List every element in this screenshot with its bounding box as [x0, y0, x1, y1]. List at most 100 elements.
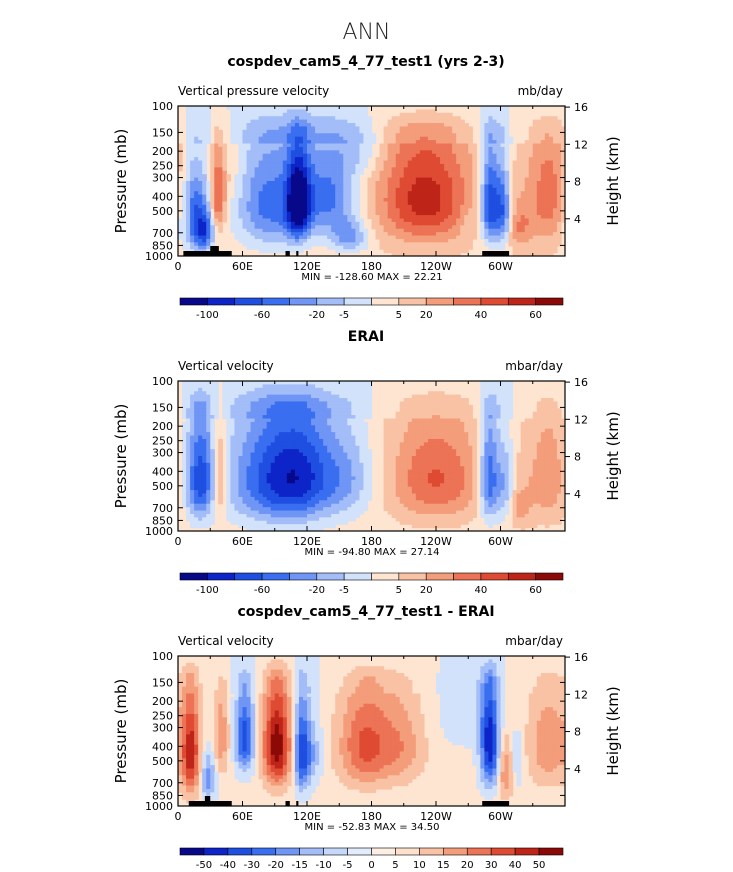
field-cell — [206, 225, 211, 230]
field-cell — [500, 391, 506, 396]
field-cell — [186, 428, 191, 433]
colorbar-bin — [453, 297, 482, 306]
field-cell — [270, 170, 276, 175]
field-cell — [355, 425, 361, 430]
field-cell — [492, 432, 498, 437]
field-cell — [194, 208, 199, 213]
field-cell — [286, 174, 292, 179]
field-cell — [387, 129, 393, 134]
field-cell — [464, 432, 469, 437]
field-cell — [186, 136, 191, 141]
field-cell — [202, 140, 207, 145]
field-cell — [456, 411, 461, 416]
field-cell — [427, 404, 433, 409]
field-cell — [436, 438, 441, 443]
field-cell — [250, 428, 256, 433]
field-cell — [383, 438, 389, 443]
field-cell — [552, 146, 558, 151]
field-cell — [186, 391, 191, 396]
field-cell — [456, 143, 461, 148]
field-cell — [544, 181, 550, 186]
field-cell — [278, 116, 284, 121]
field-cell — [411, 415, 417, 420]
field-cell — [258, 225, 264, 230]
field-cell — [262, 418, 268, 423]
field-cell — [452, 146, 457, 151]
field-cell — [298, 140, 304, 145]
field-cell — [339, 408, 344, 413]
field-cell — [552, 174, 558, 179]
field-cell — [419, 157, 425, 162]
field-cell — [395, 245, 401, 250]
field-cell — [343, 211, 348, 216]
field-cell — [504, 187, 510, 192]
field-cell — [278, 432, 284, 437]
field-cell — [496, 150, 502, 155]
field-cell — [226, 435, 232, 440]
field-cell — [274, 167, 280, 172]
field-cell — [544, 177, 550, 182]
field-cell — [387, 249, 393, 254]
field-cell — [431, 119, 437, 124]
field-cell — [339, 143, 344, 148]
field-cell — [242, 428, 248, 433]
field-cell — [307, 163, 312, 168]
field-cell — [198, 167, 203, 172]
field-cell — [456, 394, 461, 399]
field-cell — [387, 438, 393, 443]
field-cell — [282, 215, 288, 220]
field-cell — [186, 133, 191, 138]
field-cell — [290, 150, 296, 155]
field-cell — [347, 225, 352, 230]
field-cell — [339, 221, 344, 226]
field-cell — [331, 384, 336, 389]
field-cell — [311, 116, 316, 121]
field-cell — [214, 181, 219, 186]
field-cell — [379, 235, 385, 240]
field-cell — [548, 435, 554, 440]
field-cell — [311, 191, 316, 196]
field-cell — [355, 387, 361, 392]
field-cell — [508, 140, 514, 145]
field-cell — [214, 177, 219, 182]
field-cell — [347, 398, 352, 403]
field-cell — [504, 208, 510, 213]
field-cell — [242, 112, 248, 117]
field-cell — [246, 404, 252, 409]
field-cell — [315, 198, 320, 203]
field-cell — [311, 140, 316, 145]
field-cell — [427, 160, 433, 165]
field-cell — [182, 384, 187, 389]
field-cell — [524, 194, 530, 199]
field-cell — [294, 157, 300, 162]
field-cell — [512, 198, 518, 203]
field-cell — [520, 232, 526, 237]
field-cell — [202, 187, 207, 192]
field-cell — [355, 228, 361, 233]
field-cell — [246, 398, 252, 403]
field-cell — [504, 401, 510, 406]
field-cell — [444, 421, 449, 426]
field-cell — [399, 126, 405, 131]
field-cell — [415, 211, 421, 216]
field-cell — [496, 228, 502, 233]
field-cell — [427, 245, 433, 250]
field-cell — [480, 218, 485, 223]
field-cell — [387, 187, 393, 192]
field-cell — [460, 221, 465, 226]
field-cell — [427, 228, 433, 233]
field-cell — [419, 215, 425, 220]
field-cell — [262, 112, 268, 117]
chart-title: ERAI — [348, 329, 384, 345]
field-cell — [504, 394, 510, 399]
field-cell — [512, 238, 518, 243]
field-cell — [391, 160, 397, 165]
field-cell — [363, 235, 369, 240]
field-cell — [480, 106, 485, 111]
field-cell — [214, 157, 219, 162]
field-cell — [206, 387, 211, 392]
field-cell — [307, 408, 312, 413]
field-cell — [266, 211, 272, 216]
field-cell — [327, 398, 332, 403]
